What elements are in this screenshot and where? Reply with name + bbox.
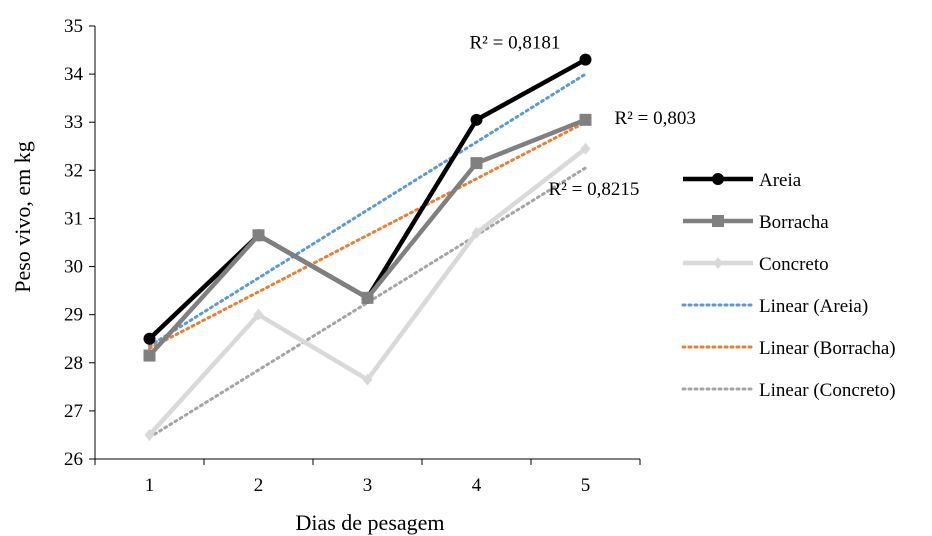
x-tick-label: 1 <box>145 475 155 496</box>
data-point-borracha <box>143 349 156 362</box>
y-tick-label: 28 <box>64 353 83 374</box>
data-point-areia <box>579 53 592 66</box>
data-point-areia <box>143 332 156 345</box>
data-point-borracha <box>361 291 374 304</box>
r2-label-2: R² = 0,803 <box>615 108 696 129</box>
y-tick-label: 34 <box>64 64 84 85</box>
y-tick-label: 27 <box>64 401 83 422</box>
y-tick-label: 29 <box>64 305 83 326</box>
legend-label: Linear (Concreto) <box>759 380 896 401</box>
y-tick-label: 33 <box>64 112 83 133</box>
x-tick-label: 2 <box>254 475 264 496</box>
data-point-concreto <box>471 226 482 239</box>
legend-label: Concreto <box>759 254 829 275</box>
series-line-concreto <box>147 146 587 437</box>
series-lines <box>143 53 592 441</box>
y-tick-label: 30 <box>64 257 83 278</box>
legend-marker-areia <box>712 173 724 185</box>
data-point-areia <box>470 113 483 126</box>
y-tick-label: 31 <box>64 208 83 229</box>
x-axis-title: Dias de pesagem <box>295 510 444 535</box>
r2-label-1: R² = 0,8181 <box>470 33 561 54</box>
x-tick-label: 5 <box>581 475 591 496</box>
trendline-1 <box>148 72 587 348</box>
r2-labels: R² = 0,8181 R² = 0,803 R² = 0,8215 <box>470 33 696 200</box>
trendline-3 <box>148 166 587 439</box>
data-point-concreto <box>580 142 591 155</box>
y-tick-label: 32 <box>64 160 83 181</box>
legend-label: Linear (Borracha) <box>759 338 896 359</box>
legend-label: Areia <box>759 170 802 191</box>
legend: Areia Borracha Concreto Linear (Areia) Linea… <box>681 170 896 401</box>
data-point-borracha <box>579 113 592 126</box>
y-tick-label: 26 <box>64 449 83 470</box>
legend-label: Borracha <box>759 212 829 233</box>
x-tick-label: 3 <box>363 475 373 496</box>
data-point-borracha <box>252 229 265 242</box>
x-tick-label: 4 <box>472 475 482 496</box>
trendline-2 <box>148 120 587 350</box>
series-line-borracha <box>147 117 587 358</box>
data-point-concreto <box>144 428 155 441</box>
y-axis-title: Peso vivo, em kg <box>10 141 35 293</box>
legend-marker-concreto <box>713 257 723 269</box>
r2-label-3: R² = 0,8215 <box>549 179 640 200</box>
legend-label: Linear (Areia) <box>759 296 868 317</box>
data-point-concreto <box>253 308 264 321</box>
data-point-borracha <box>470 157 483 170</box>
trendlines <box>148 72 587 439</box>
data-point-concreto <box>362 373 373 386</box>
legend-marker-borracha <box>712 215 724 227</box>
y-tick-label: 35 <box>64 16 83 37</box>
